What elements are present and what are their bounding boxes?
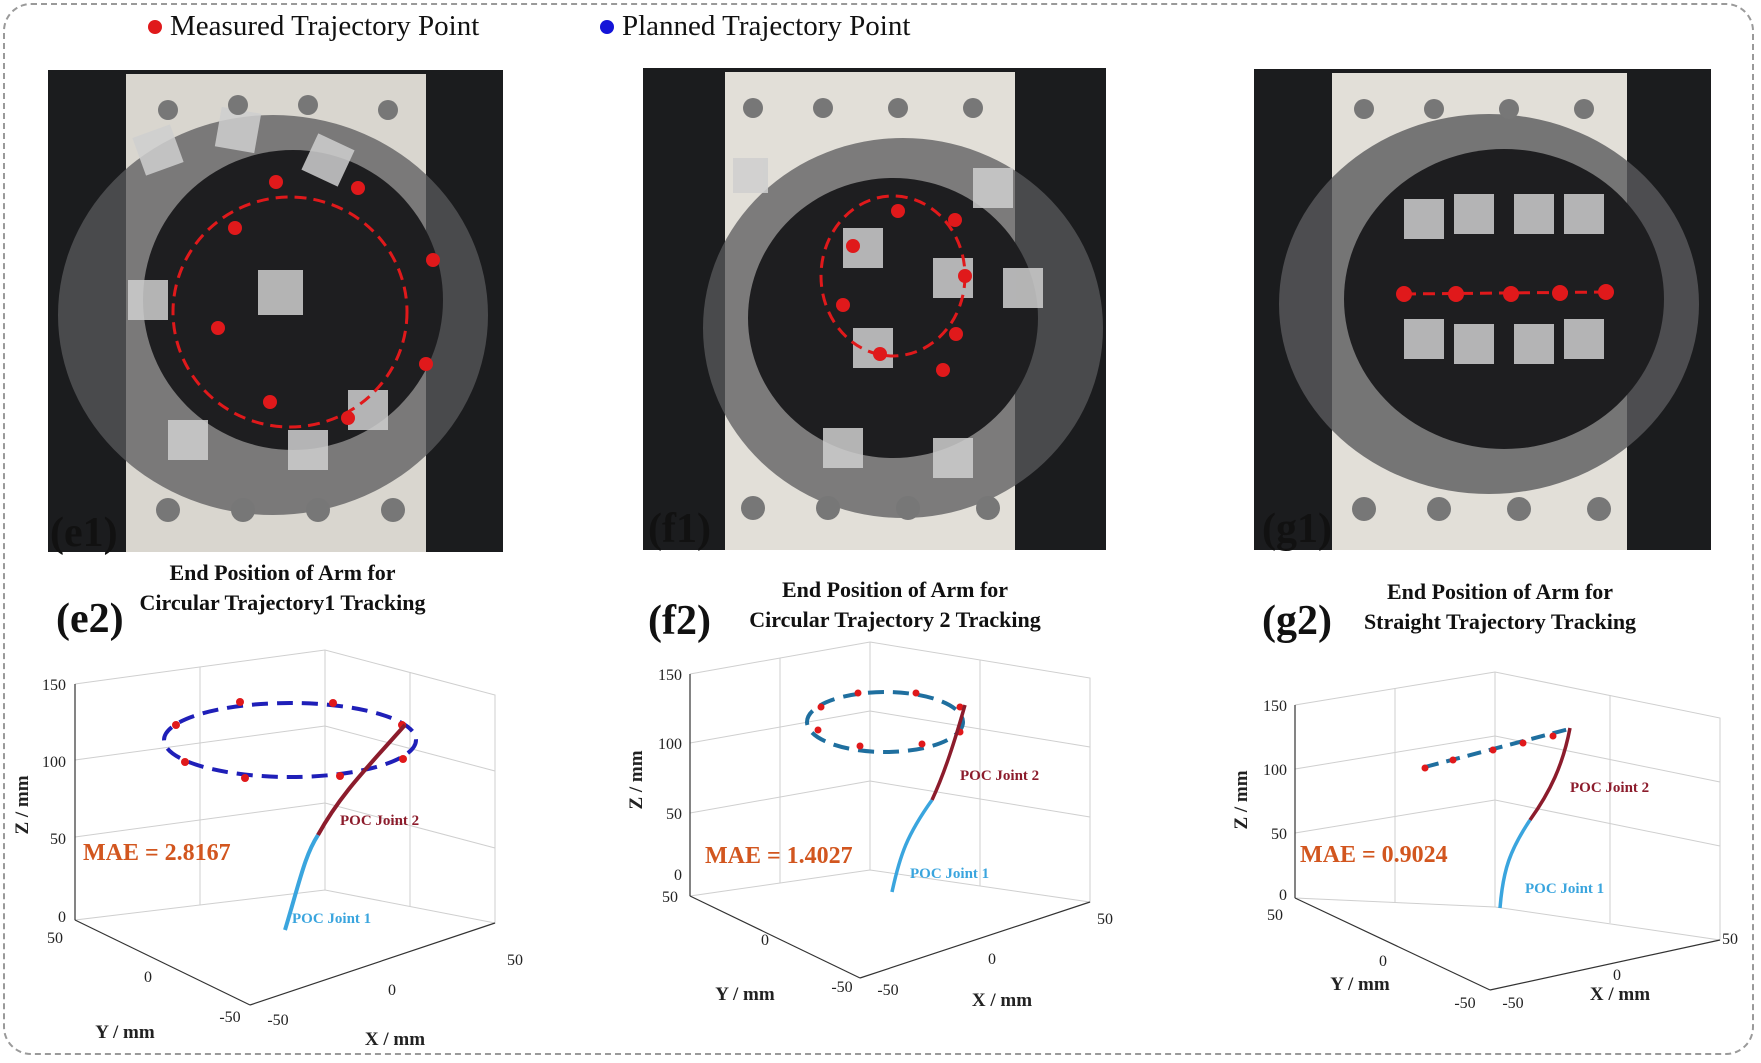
legend-planned: Planned Trajectory Point: [600, 10, 910, 43]
xtick: 50: [1097, 911, 1113, 928]
xtick: -50: [267, 1012, 288, 1029]
ztick: 0: [58, 909, 66, 926]
plot-g2-svg: 150 100 50 0 50 0 -50 -50 0 50 Y / mm X …: [1231, 671, 1738, 1012]
xtick: 50: [1722, 931, 1738, 948]
xtick: 0: [388, 982, 396, 999]
xlabel: X / mm: [365, 1029, 425, 1050]
ytick: 50: [662, 889, 678, 906]
joint1-label: POC Joint 1: [1525, 881, 1604, 897]
ztick: 150: [658, 667, 682, 684]
panel-label-g1: (g1): [1262, 506, 1332, 552]
robot-arm-photo-icon: [48, 70, 503, 552]
measured-points: [814, 689, 964, 750]
figure-frame: [3, 3, 1754, 1055]
plot-title-e2: End Position of Arm for Circular Traject…: [120, 558, 445, 618]
joint1-label: POC Joint 1: [910, 866, 989, 882]
ztick: 50: [1271, 826, 1287, 843]
red-dot-icon: [148, 19, 162, 34]
ytick: 0: [144, 969, 152, 986]
ztick: 0: [1279, 887, 1287, 904]
plot-f2-svg: 150 100 50 0 50 0 -50 -50 0 50 Y / mm X …: [626, 641, 1113, 1011]
xtick: 50: [507, 952, 523, 969]
plot-e2-svg: 150 100 50 0 50 0 -50 -50 0 50 Y / mm X …: [12, 649, 523, 1050]
title-line1: End Position of Arm for: [1386, 579, 1614, 604]
zlabel: Z / mm: [1231, 770, 1252, 829]
plot-g2: 150 100 50 0 50 0 -50 -50 0 50 Y / mm X …: [1225, 671, 1745, 1020]
plot-title-g2: End Position of Arm for Straight Traject…: [1340, 577, 1660, 637]
panel-label-g2: (g2): [1262, 598, 1332, 644]
xtick: 0: [988, 951, 996, 968]
panel-label-e1: (e1): [50, 510, 118, 556]
xlabel: X / mm: [1590, 984, 1650, 1005]
zlabel: Z / mm: [626, 750, 647, 809]
joint1-curve: [283, 833, 320, 931]
joint2-label: POC Joint 2: [340, 813, 419, 829]
joint2-label: POC Joint 2: [960, 768, 1039, 784]
title-line2: Circular Trajectory 2 Tracking: [749, 607, 1041, 632]
ytick: 50: [1267, 907, 1283, 924]
ztick: 0: [674, 867, 682, 884]
zlabel: Z / mm: [12, 775, 33, 834]
planned-trajectory: [805, 690, 965, 754]
joint2-curve: [1528, 727, 1572, 822]
robot-arm-photo-icon: [1254, 69, 1711, 550]
ytick: 0: [761, 932, 769, 949]
ytick: 0: [1379, 953, 1387, 970]
joint2-curve: [930, 704, 967, 801]
plot-f2: 150 100 50 0 50 0 -50 -50 0 50 Y / mm X …: [620, 641, 1120, 1020]
ztick: 150: [1263, 698, 1287, 715]
joint1-label: POC Joint 1: [292, 911, 371, 927]
blue-dot-icon: [600, 19, 614, 34]
panel-label-f1: (f1): [648, 506, 711, 552]
ztick: 50: [50, 831, 66, 848]
xtick: 0: [1613, 967, 1621, 984]
ytick: -50: [831, 979, 852, 996]
title-line1: End Position of Arm for: [169, 560, 396, 585]
ztick: 100: [42, 754, 66, 771]
mae-text: MAE = 0.9024: [1300, 842, 1448, 868]
joint2-label: POC Joint 2: [1570, 780, 1649, 796]
title-line2: Straight Trajectory Tracking: [1363, 609, 1637, 634]
photo-e1: [48, 70, 503, 552]
ylabel: Y / mm: [1330, 974, 1390, 995]
ztick: 50: [666, 806, 682, 823]
xtick: -50: [877, 982, 898, 999]
planned-trajectory: [162, 701, 418, 779]
legend-planned-label: Planned Trajectory Point: [622, 10, 911, 42]
title-line2: Circular Trajectory1 Tracking: [139, 590, 426, 615]
ztick: 100: [1263, 762, 1287, 779]
legend-measured-label: Measured Trajectory Point: [170, 10, 480, 42]
joint2-curve: [316, 723, 407, 836]
ytick: -50: [1454, 995, 1475, 1012]
ztick: 150: [42, 677, 66, 694]
joint1-curve: [1498, 819, 1532, 909]
mae-text: MAE = 1.4027: [705, 843, 853, 869]
joint1-curve: [890, 798, 934, 893]
ylabel: Y / mm: [715, 984, 775, 1005]
photo-g1: [1254, 69, 1711, 550]
planned-trajectory: [1424, 727, 1570, 769]
ztick: 100: [658, 736, 682, 753]
ytick: 50: [47, 930, 63, 947]
photo-f1: [643, 68, 1106, 550]
legend-measured: Measured Trajectory Point: [148, 10, 479, 43]
measured-points: [1421, 732, 1557, 772]
plot-title-f2: End Position of Arm for Circular Traject…: [730, 575, 1060, 635]
ylabel: Y / mm: [95, 1022, 155, 1043]
robot-arm-photo-icon: [643, 68, 1106, 550]
xlabel: X / mm: [972, 990, 1032, 1011]
ytick: -50: [219, 1009, 240, 1026]
panel-label-f2: (f2): [648, 598, 711, 644]
mae-text: MAE = 2.8167: [83, 840, 231, 866]
xtick: -50: [1502, 995, 1523, 1012]
title-line1: End Position of Arm for: [781, 577, 1009, 602]
panel-label-e2: (e2): [56, 596, 124, 642]
plot-e2: 150 100 50 0 50 0 -50 -50 0 50 Y / mm X …: [0, 649, 560, 1060]
